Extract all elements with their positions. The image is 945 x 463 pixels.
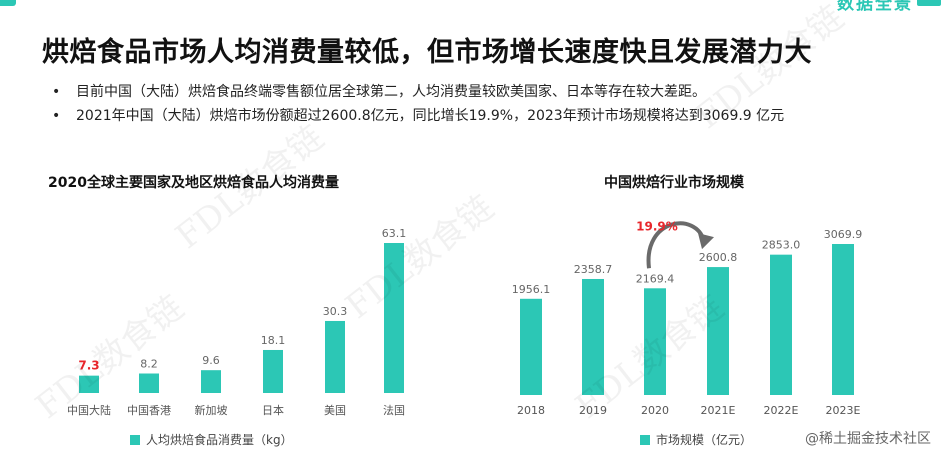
category-label: 2020: [641, 404, 669, 417]
bullet-item: 2021年中国（大陆）烘焙市场份额超过2600.8亿元，同比增长19.9%，20…: [52, 104, 784, 128]
source-credit: @稀土掘金技术社区: [805, 431, 931, 447]
brand-pill: [917, 0, 941, 6]
bar: [325, 320, 345, 393]
brand-banner: 数据全景: [776, 0, 941, 14]
chart1: 7.3 中国大陆 8.2 中国香港 9.6 新加坡 18.1 日本 30.3 美国 63.1 法国: [67, 227, 406, 417]
bar: [582, 278, 604, 395]
category-label: 2021E: [701, 404, 736, 417]
bar: [770, 254, 792, 395]
bar: [644, 288, 666, 395]
bar: [79, 375, 99, 393]
bar: [707, 267, 729, 395]
legend-swatch: [640, 434, 650, 445]
value-label: 8.2: [140, 358, 158, 371]
value-label: 2853.0: [762, 239, 801, 252]
chart2-legend: 市场规模（亿元）: [640, 431, 752, 448]
bar: [520, 298, 542, 395]
bar: [263, 349, 283, 393]
value-label: 9.6: [202, 354, 220, 367]
growth-arrow-head: [698, 233, 714, 250]
brand-logo-text: 数据全景: [837, 0, 913, 14]
chart1-title: 2020全球主要国家及地区烘焙食品人均消费量: [48, 175, 339, 191]
corner-accent: [0, 0, 16, 6]
category-label: 2019: [579, 404, 607, 417]
bullet-item: 目前中国（大陆）烘焙食品终端零售额位居全球第二，人均消费量较欧美国家、日本等存在…: [52, 80, 784, 104]
chart2-title: 中国烘焙行业市场规模: [604, 175, 744, 191]
bar: [384, 243, 404, 393]
chart1-legend: 人均烘焙食品消费量（kg）: [130, 431, 293, 448]
category-label: 中国大陆: [67, 403, 111, 417]
value-label: 2600.8: [699, 251, 738, 264]
value-label: 18.1: [261, 334, 286, 347]
page-title: 烘焙食品市场人均消费量较低，但市场增长速度快且发展潜力大: [42, 37, 812, 68]
category-label: 2018: [517, 404, 545, 417]
value-label: 2358.7: [574, 263, 613, 276]
value-label: 2169.4: [636, 272, 675, 285]
category-label: 2023E: [826, 404, 861, 417]
chart2: 1956.1 2018 2358.7 2019 2169.4 2020 2600.8 2021…: [512, 219, 863, 417]
category-label: 2022E: [764, 404, 799, 417]
category-label: 美国: [324, 404, 346, 417]
bar: [832, 244, 854, 395]
category-label: 中国香港: [127, 404, 171, 417]
value-label: 30.3: [323, 305, 348, 318]
growth-annotation: 19.9%: [636, 219, 678, 233]
value-label: 1956.1: [512, 283, 551, 296]
value-label: 3069.9: [824, 228, 863, 241]
value-label: 63.1: [382, 227, 407, 240]
chart2-legend-label: 市场规模（亿元）: [656, 433, 753, 447]
bullet-list: 目前中国（大陆）烘焙食品终端零售额位居全球第二，人均消费量较欧美国家、日本等存在…: [52, 80, 784, 128]
category-label: 新加坡: [195, 403, 228, 417]
value-label: 7.3: [78, 359, 99, 373]
legend-swatch: [130, 434, 140, 445]
category-label: 法国: [383, 403, 405, 417]
category-label: 日本: [262, 403, 284, 417]
top-bar: 数据全景: [0, 0, 945, 14]
growth-arrow: [646, 221, 706, 269]
bar: [201, 370, 221, 393]
bar: [139, 373, 159, 393]
chart1-legend-label: 人均烘焙食品消费量（kg）: [146, 433, 293, 447]
